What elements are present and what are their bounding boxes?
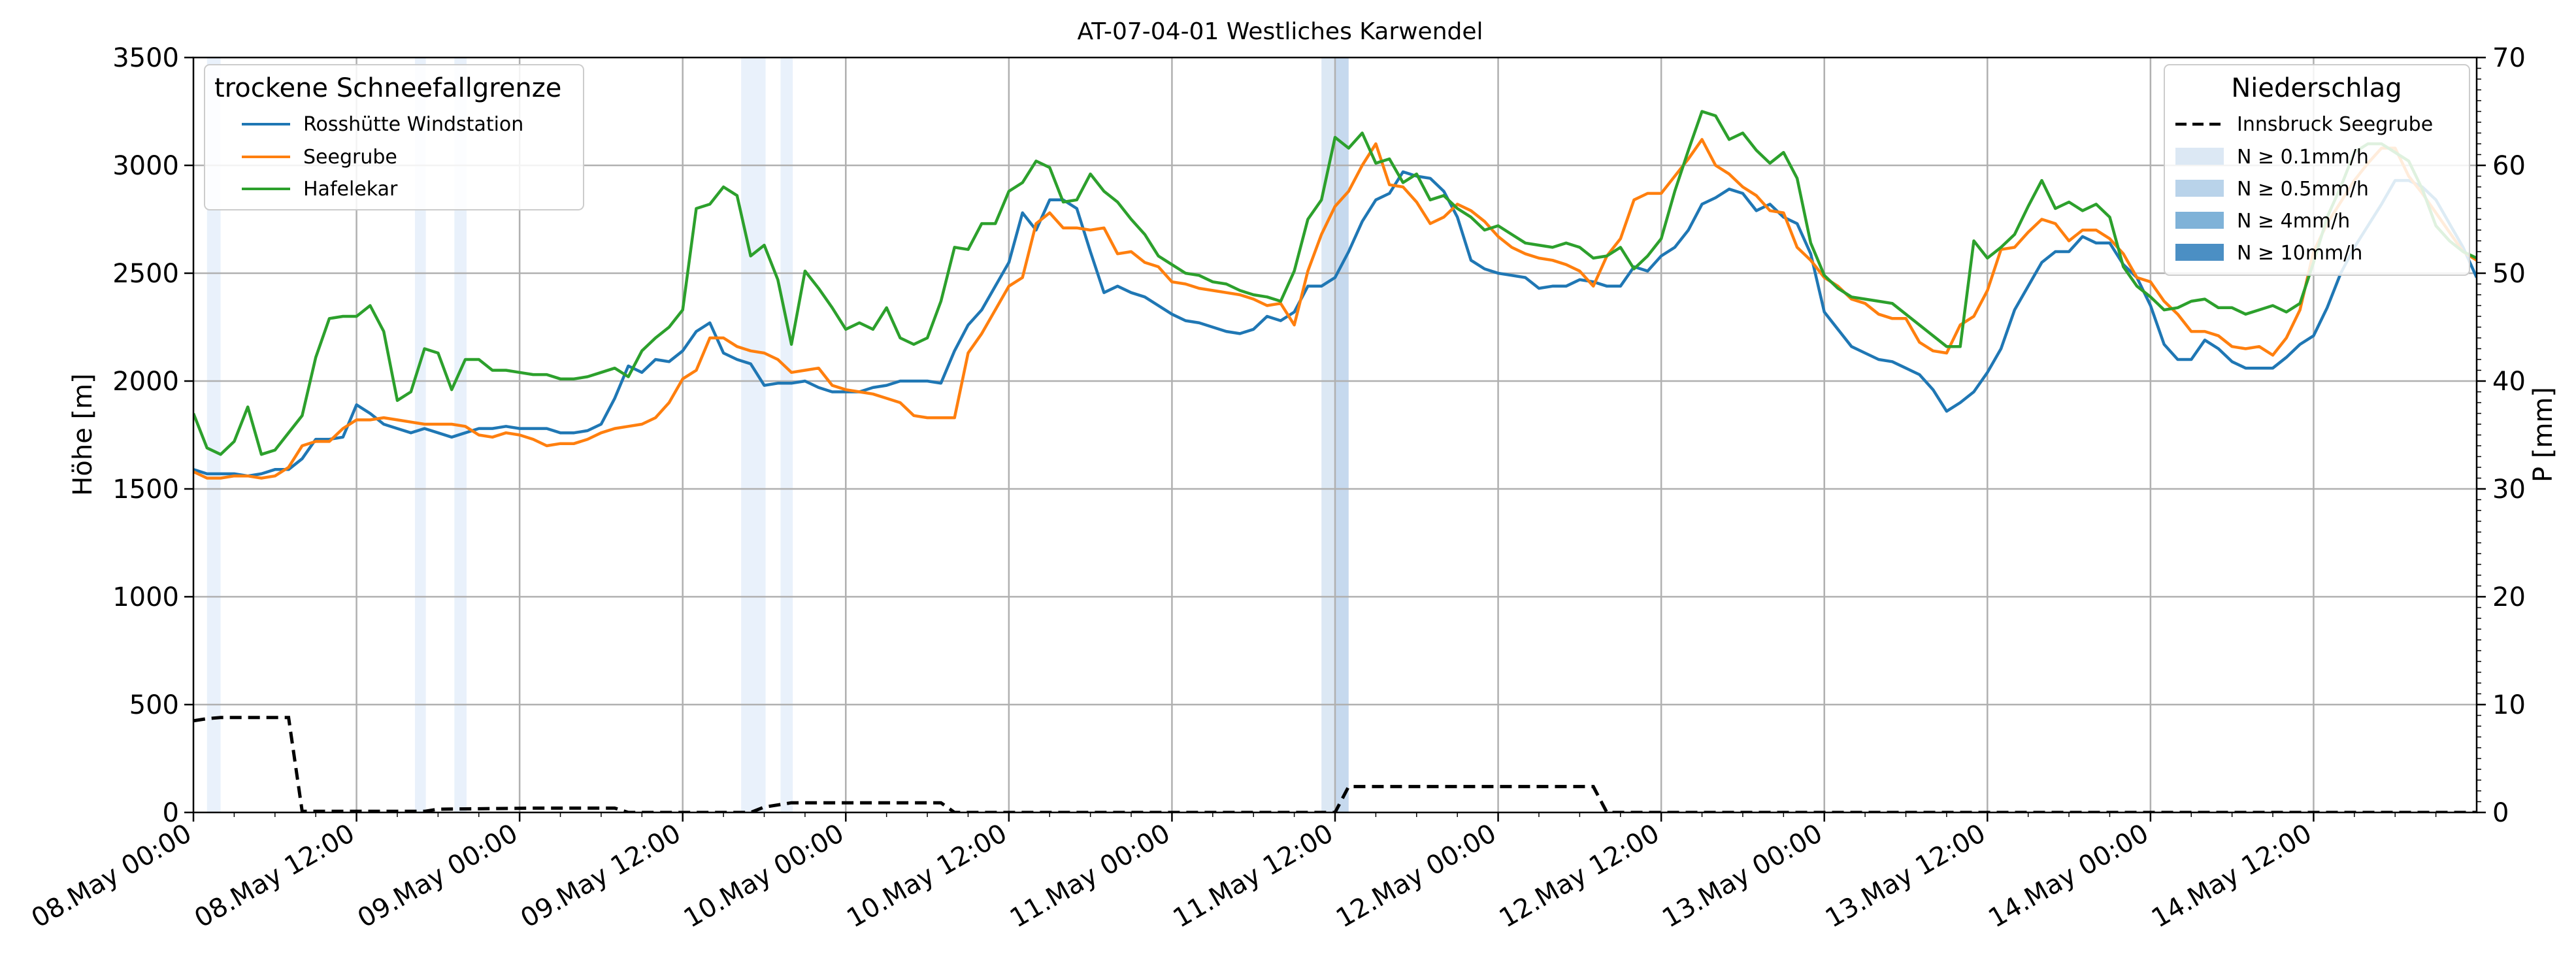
legend-swatch-n01 [2175,148,2224,165]
legend-label-rosshuette: Rosshütte Windstation [303,113,523,136]
legend-label-n10: N ≥ 10mm/h [2237,242,2362,265]
y-right-tick-label-6: 60 [2492,151,2526,181]
legend-label-seegrube: Seegrube [303,146,397,169]
precip-line-innsbruck-seegrube [193,716,2477,812]
y-left-tick-label-3: 1500 [112,475,179,505]
legend-snowline-title: trockene Schneefallgrenze [214,73,561,103]
precipitation-series [193,716,2477,812]
legend-snowline: trockene Schneefallgrenze Rosshütte Wind… [204,64,584,210]
legend-label-innsbruck: Innsbruck Seegrube [2237,113,2433,136]
y-axis-label-right: P [mm] [2528,387,2558,482]
y-right-tick-label-3: 30 [2492,475,2526,505]
y-right-tick-label-2: 20 [2492,582,2526,612]
legend-precipitation-box [2164,64,2470,276]
legend-label-n01: N ≥ 0.1mm/h [2237,146,2369,169]
y-left-tick-label-5: 2500 [112,259,179,289]
y-right-tick-label-5: 50 [2492,259,2526,289]
series-line-rosshuette [193,170,2477,478]
legend-swatch-n05 [2175,180,2224,197]
series-line-seegrube [193,138,2477,480]
chart-title: AT-07-04-01 Westliches Karwendel [1077,18,1483,45]
y-right-tick-label-0: 0 [2492,798,2509,828]
legend-label-n05: N ≥ 0.5mm/h [2237,178,2369,201]
precip-band-5 [1321,58,1335,812]
y-left-tick-label-1: 500 [129,690,179,720]
y-left-tick-label-4: 2000 [112,367,179,397]
snowline-series [193,110,2477,480]
y-right-tick-label-1: 10 [2492,690,2526,720]
legend-precipitation: Niederschlag Innsbruck Seegrube N ≥ 0.1m… [2164,64,2470,276]
precip-band-0 [206,58,221,812]
legend-label-hafelekar: Hafelekar [303,178,398,201]
legend-swatch-n4 [2175,212,2224,229]
precip-band-1 [415,58,426,812]
precip-band-4 [780,58,793,812]
y-right-tick-label-4: 40 [2492,367,2526,397]
legend-snowline-box [204,64,584,210]
legend-swatch-n10 [2175,244,2224,261]
precipitation-bands [206,58,1349,812]
y-left-tick-label-7: 3500 [112,43,179,73]
y-left-tick-label-6: 3000 [112,151,179,181]
series-line-hafelekar [193,110,2477,456]
legend-label-n4: N ≥ 4mm/h [2237,210,2350,233]
precip-band-6 [1335,58,1349,812]
legend-precipitation-title: Niederschlag [2231,73,2402,103]
y-axis-label-left: Höhe [m] [68,373,98,495]
precip-band-3 [741,58,766,812]
y-left-tick-label-2: 1000 [112,582,179,612]
y-left-tick-label-0: 0 [163,798,179,828]
y-right-tick-label-7: 70 [2492,43,2526,73]
